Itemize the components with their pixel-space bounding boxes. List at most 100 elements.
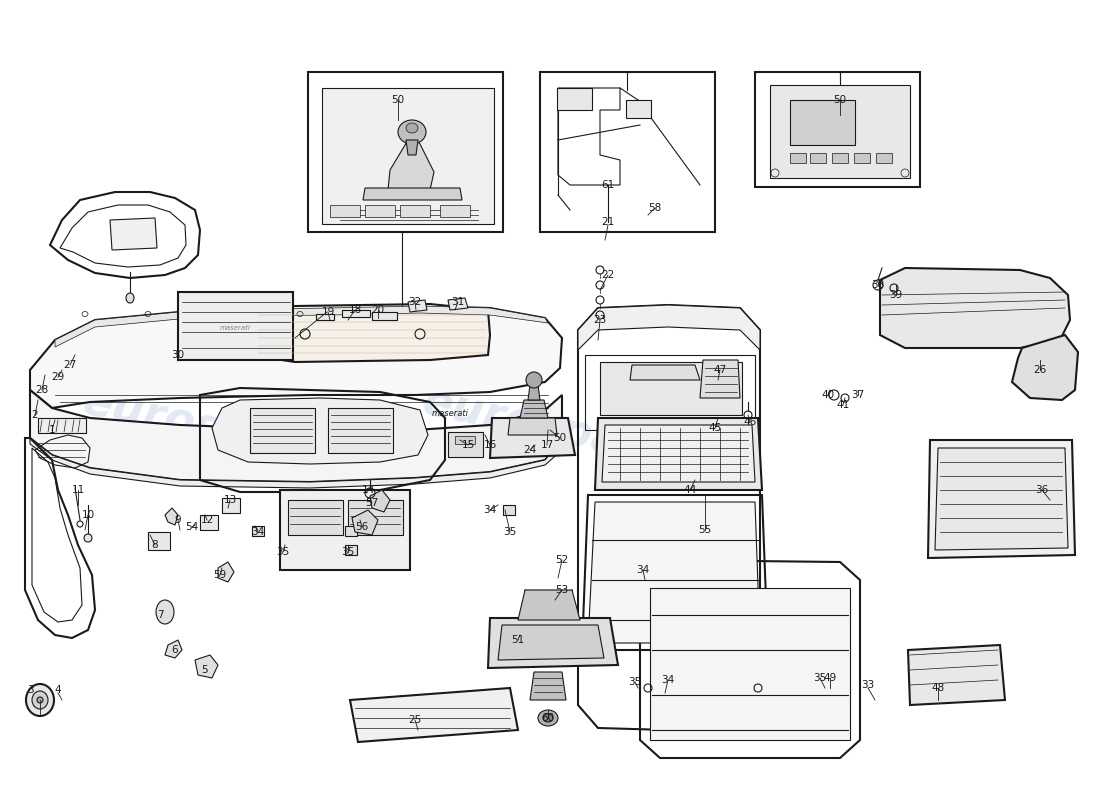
Polygon shape — [935, 448, 1068, 550]
Polygon shape — [600, 362, 742, 415]
Text: 32: 32 — [408, 297, 421, 307]
Text: 29: 29 — [52, 372, 65, 382]
Text: 34: 34 — [637, 565, 650, 575]
Bar — [876, 153, 892, 163]
Text: 1: 1 — [48, 425, 55, 435]
Bar — [557, 88, 592, 110]
Text: maserati: maserati — [431, 409, 469, 418]
Text: 11: 11 — [72, 485, 85, 495]
Polygon shape — [352, 510, 378, 535]
Polygon shape — [388, 140, 434, 190]
Text: 56: 56 — [355, 522, 368, 532]
Bar — [755, 72, 920, 187]
Text: 34: 34 — [661, 675, 674, 685]
Text: 16: 16 — [483, 440, 496, 450]
Polygon shape — [30, 390, 562, 482]
Text: 21: 21 — [602, 217, 615, 227]
Text: 22: 22 — [602, 270, 615, 280]
Ellipse shape — [406, 123, 418, 133]
Bar — [540, 72, 715, 232]
Text: 2: 2 — [32, 410, 39, 420]
Text: 35: 35 — [628, 677, 641, 687]
Text: 18: 18 — [349, 305, 362, 315]
Ellipse shape — [526, 372, 542, 388]
Text: 34: 34 — [252, 527, 265, 537]
Polygon shape — [30, 438, 562, 488]
Text: eurospares: eurospares — [78, 380, 362, 480]
Text: 35: 35 — [276, 547, 289, 557]
Text: 51: 51 — [512, 635, 525, 645]
Ellipse shape — [37, 697, 43, 703]
Text: 26: 26 — [1033, 365, 1046, 375]
Text: 60: 60 — [541, 713, 554, 723]
Bar — [440, 205, 470, 217]
Text: 23: 23 — [593, 315, 606, 325]
Bar — [222, 498, 240, 513]
Text: 10: 10 — [81, 510, 95, 520]
Bar — [626, 100, 651, 118]
Polygon shape — [498, 625, 604, 660]
Bar — [342, 310, 370, 317]
Polygon shape — [406, 140, 418, 155]
Ellipse shape — [538, 710, 558, 726]
Bar — [345, 526, 358, 536]
Polygon shape — [520, 400, 548, 418]
Text: 55: 55 — [698, 525, 712, 535]
Polygon shape — [370, 490, 390, 512]
Text: maserati: maserati — [220, 325, 251, 331]
Text: 35: 35 — [813, 673, 826, 683]
Bar — [178, 292, 293, 360]
Text: 58: 58 — [648, 203, 661, 213]
Text: 31: 31 — [451, 297, 464, 307]
Ellipse shape — [398, 120, 426, 144]
Text: 53: 53 — [556, 585, 569, 595]
Bar — [288, 500, 343, 535]
Text: 39: 39 — [890, 290, 903, 300]
Polygon shape — [508, 418, 557, 435]
Text: 19: 19 — [321, 307, 334, 317]
Text: 20: 20 — [372, 305, 385, 315]
Text: 36: 36 — [1035, 485, 1048, 495]
Text: 48: 48 — [932, 683, 945, 693]
Text: 3: 3 — [26, 685, 33, 695]
Text: 37: 37 — [851, 390, 865, 400]
Bar — [39, 418, 86, 433]
Text: 6: 6 — [172, 645, 178, 655]
Text: 17: 17 — [540, 440, 553, 450]
Text: 7: 7 — [156, 610, 163, 620]
Text: 35: 35 — [341, 547, 354, 557]
Bar — [348, 500, 403, 535]
Bar — [448, 432, 483, 457]
Polygon shape — [363, 188, 462, 200]
Polygon shape — [322, 88, 494, 224]
Text: 27: 27 — [64, 360, 77, 370]
Ellipse shape — [543, 714, 553, 722]
Bar — [372, 312, 397, 320]
Bar — [810, 153, 826, 163]
Text: 54: 54 — [186, 522, 199, 532]
Text: 50: 50 — [834, 95, 847, 105]
Polygon shape — [252, 304, 490, 362]
Polygon shape — [880, 268, 1070, 348]
Text: 25: 25 — [408, 715, 421, 725]
Polygon shape — [518, 590, 580, 620]
Ellipse shape — [32, 691, 48, 709]
Text: 24: 24 — [524, 445, 537, 455]
Text: eurospares: eurospares — [418, 380, 702, 480]
Bar — [503, 505, 515, 515]
Text: 57: 57 — [365, 498, 378, 508]
Text: 44: 44 — [683, 485, 696, 495]
Polygon shape — [700, 360, 740, 398]
Polygon shape — [218, 562, 234, 582]
Bar — [250, 408, 315, 453]
Bar — [345, 545, 358, 555]
Text: 50: 50 — [392, 95, 405, 105]
Text: 30: 30 — [172, 350, 185, 360]
Text: 40: 40 — [822, 390, 835, 400]
Ellipse shape — [156, 600, 174, 624]
Text: 12: 12 — [200, 515, 213, 525]
Text: 5: 5 — [201, 665, 208, 675]
Polygon shape — [908, 645, 1005, 705]
Bar — [455, 436, 475, 444]
Polygon shape — [350, 688, 518, 742]
